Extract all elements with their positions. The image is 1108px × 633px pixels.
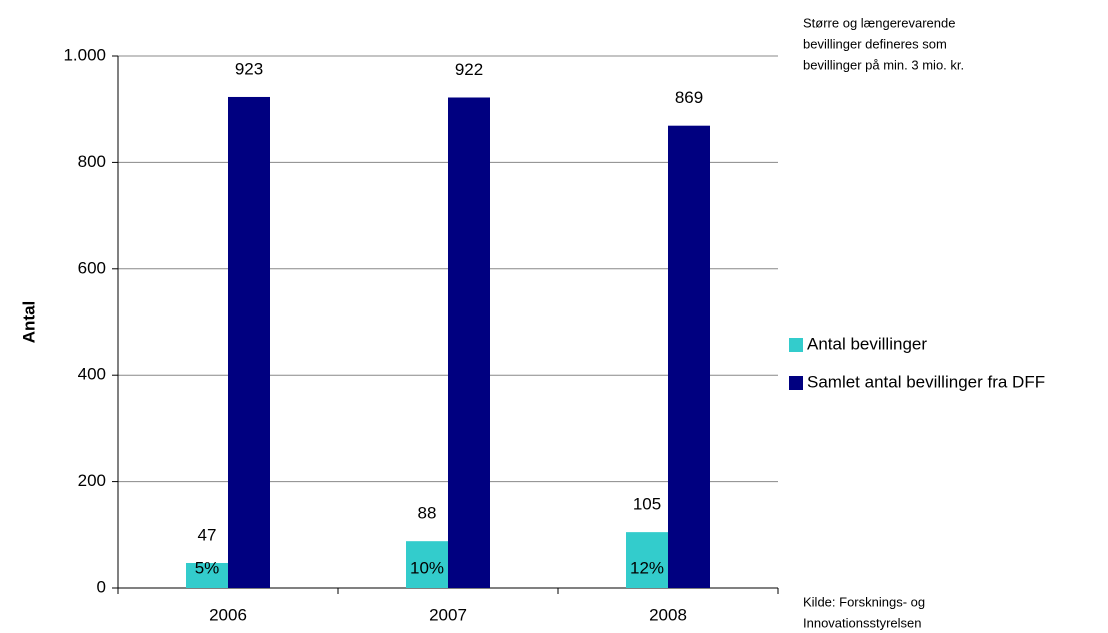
note: bevillinger på min. 3 mio. kr. [803,57,964,72]
y-tick-label: 600 [78,258,106,277]
y-tick-label: 800 [78,152,106,171]
bar [186,562,228,588]
legend-label: Samlet antal bevillinger fra DFF [807,372,1045,391]
bar [668,125,710,588]
y-tick-label: 400 [78,365,106,384]
source: Innovationsstyrelsen [803,615,922,630]
share-label: 12% [630,558,664,577]
y-tick-label: 0 [97,577,106,596]
bar [626,532,668,588]
legend-swatch [789,376,803,390]
legend-label: Antal bevillinger [807,334,927,353]
value-label: 88 [418,504,437,523]
y-tick-label: 1.000 [63,45,106,64]
bar [228,96,270,589]
value-label: 922 [455,60,483,79]
share-label: 5% [195,558,220,577]
legend-swatch [789,338,803,352]
note: bevillinger defineres som [803,36,947,51]
bar [448,97,490,588]
value-label: 923 [235,59,263,78]
y-tick-label: 200 [78,471,106,490]
x-tick-label: 2008 [649,605,687,624]
x-tick-label: 2006 [209,605,247,624]
bar [406,541,448,588]
share-label: 10% [410,558,444,577]
value-label: 105 [633,495,661,514]
value-label: 47 [198,525,217,544]
y-axis-label: Antal [19,301,38,344]
note: Større og længerevarende [803,15,955,30]
value-label: 869 [675,88,703,107]
x-tick-label: 2007 [429,605,467,624]
source: Kilde: Forsknings- og [803,594,925,609]
